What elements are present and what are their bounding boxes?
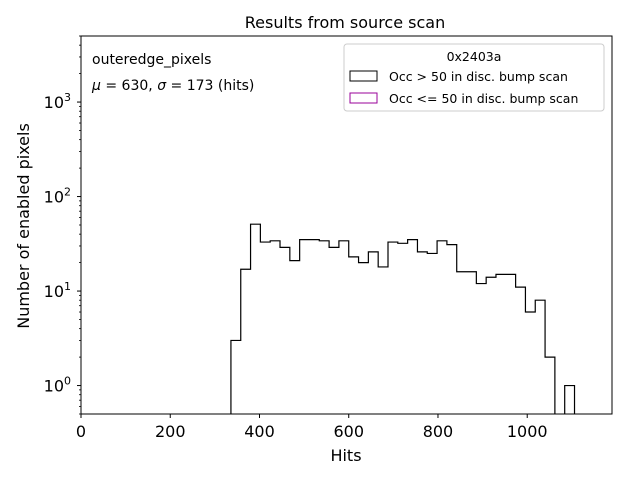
histogram-bin [486,277,496,414]
histogram-bin [319,241,329,414]
annotation-stats: μ = 630, σ = 173 (hits) [91,78,254,94]
y-tick-exponent: 2 [64,186,71,199]
histogram-bin [260,242,270,414]
histogram-bin [535,300,545,414]
histogram-bin [388,242,398,414]
annotation-dataset: outeredge_pixels [92,52,211,68]
y-axis-label: Number of enabled pixels [14,123,33,329]
histogram-bin [516,287,526,414]
y-tick-label: 101 [44,280,71,301]
legend-swatch-occ-le-50 [349,92,378,104]
x-axis-label: Hits [330,446,361,465]
y-tick-exponent: 1 [64,280,71,293]
histogram-bin [457,272,467,414]
histogram-bin [506,274,516,414]
histogram-bin [300,240,310,414]
histogram-bin [368,252,378,414]
y-tick-label: 102 [44,186,71,207]
histogram-bin [525,312,535,414]
x-tick-label: 0 [76,422,86,441]
y-tick-base: 10 [44,93,64,112]
legend-title: 0x2403a [447,49,502,64]
histogram-bin [349,257,359,414]
x-tick-label: 800 [423,422,454,441]
histogram-bin [408,240,418,414]
legend: 0x2403a Occ > 50 in disc. bump scan Occ … [343,43,605,112]
sigma-value: = 173 (hits) [166,78,254,94]
sigma-symbol: σ [157,78,167,94]
y-tick-label: 100 [44,375,71,396]
histogram-bin [251,224,261,414]
x-tick-label: 1000 [507,422,548,441]
y-tick-base: 10 [44,377,64,396]
histogram-bin [378,267,388,414]
legend-swatch-occ-gt-50 [349,70,378,82]
histogram-bin [241,269,251,414]
histogram-bin [231,340,241,414]
y-tick-base: 10 [44,282,64,301]
histogram-bin [309,240,319,414]
chart-title: Results from source scan [245,13,445,32]
histogram-bin [476,284,486,414]
histogram-bin [329,247,339,414]
x-axis-ticks: 0 200 400 600 800 1000 [76,414,548,441]
y-tick-label: 103 [44,91,71,112]
histogram-bin [467,272,477,414]
histogram-bin [359,263,369,414]
histogram-bin [496,274,506,414]
histogram-bin [427,253,437,414]
x-tick-label: 200 [155,422,186,441]
histogram-series-0 [230,223,576,414]
y-tick-exponent: 0 [64,375,71,388]
histogram-bin [565,386,575,414]
x-tick-label: 600 [333,422,364,441]
histogram-bin [398,243,408,414]
legend-label-occ-gt-50: Occ > 50 in disc. bump scan [389,69,568,84]
x-tick-label: 400 [244,422,275,441]
series-layer [230,223,576,414]
legend-frame [343,43,605,112]
histogram-bin [417,252,427,414]
mu-value: = 630, [101,78,157,94]
histogram-bin [339,241,349,414]
histogram-bin [545,357,555,414]
histogram-bin [447,245,457,414]
mu-symbol: μ [91,78,101,94]
y-tick-exponent: 3 [64,91,71,104]
y-tick-base: 10 [44,188,64,207]
histogram-bin [290,261,300,414]
legend-label-occ-le-50: Occ <= 50 in disc. bump scan [389,91,578,106]
histogram-bin [437,241,447,414]
histogram-bin [270,241,280,414]
histogram-bin [280,247,290,414]
